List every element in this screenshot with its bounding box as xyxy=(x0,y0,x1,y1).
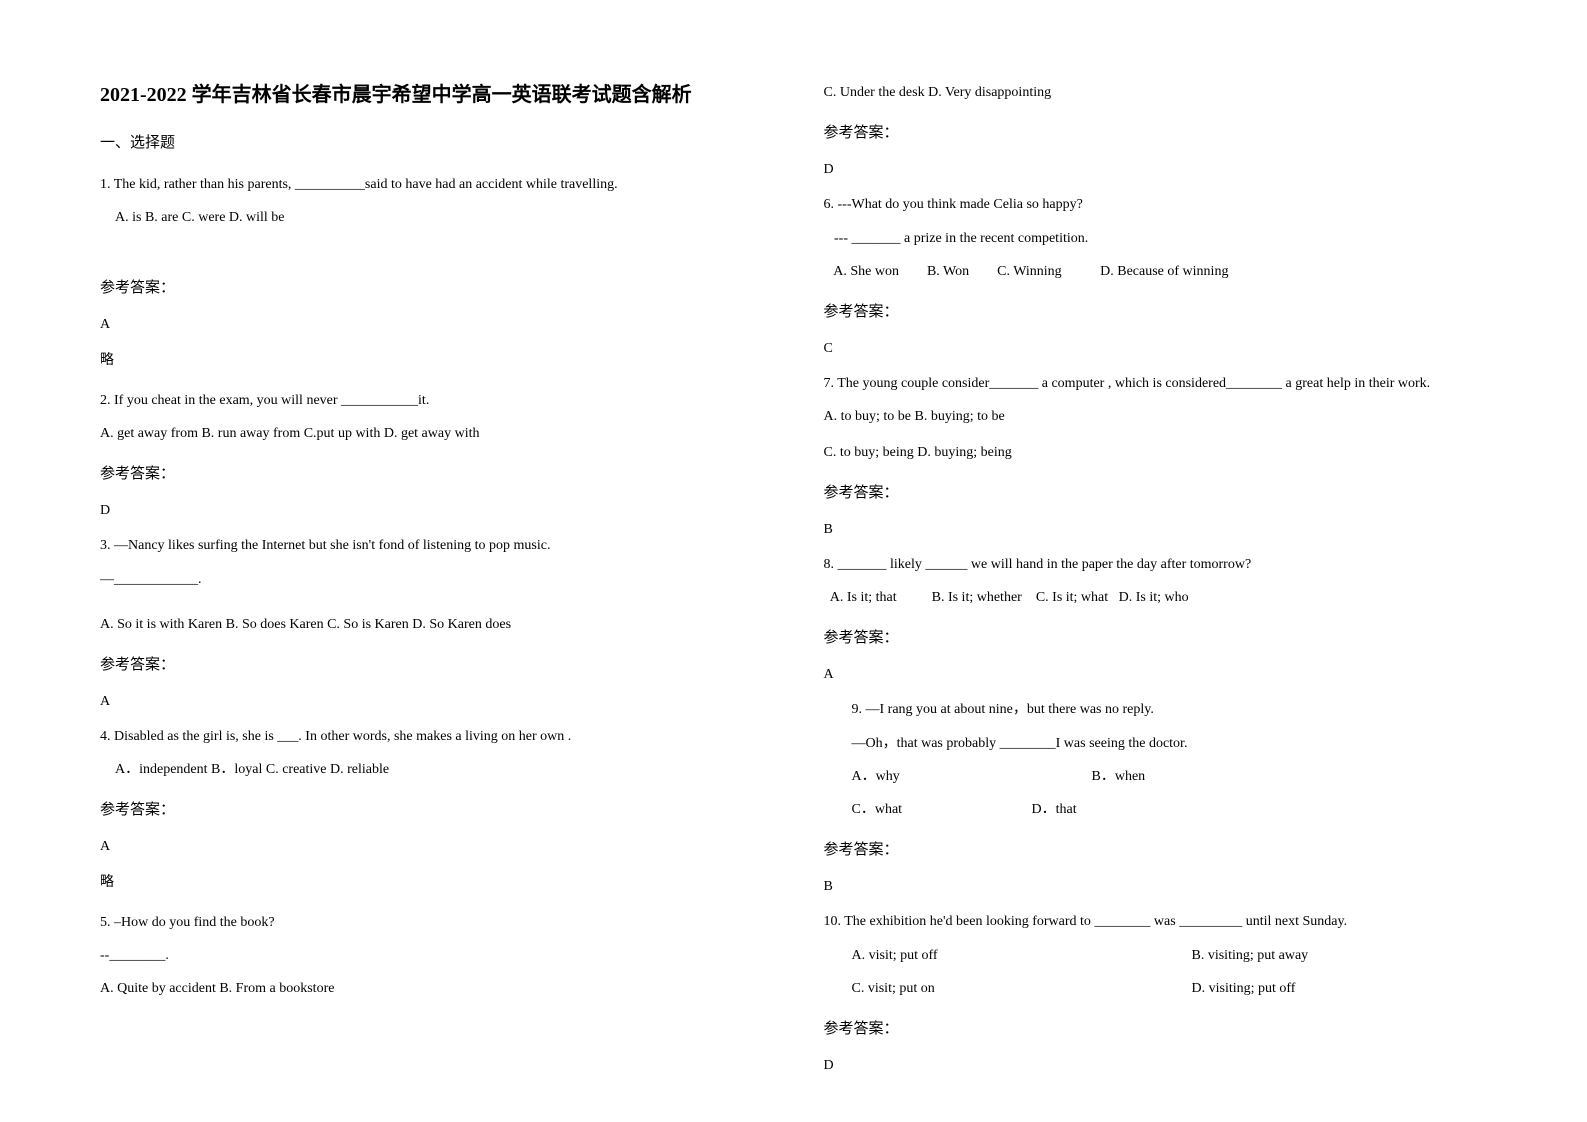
answer-label-8: 参考答案： xyxy=(824,625,1488,652)
question-6-options: A. She won B. Won C. Winning D. Because … xyxy=(824,259,1488,284)
question-10-row1: A. visit; put off B. visiting; put away xyxy=(852,943,1488,968)
answer-label-2: 参考答案： xyxy=(100,461,764,488)
answer-label-1: 参考答案： xyxy=(100,275,764,302)
answer-9: B xyxy=(824,874,1488,899)
question-1-text: 1. The kid, rather than his parents, ___… xyxy=(100,172,764,197)
question-9-opt-a: A．why xyxy=(852,764,1032,789)
answer-7: B xyxy=(824,517,1488,542)
question-9-row1: A．why B．when xyxy=(852,764,1488,789)
answer-3: A xyxy=(100,689,764,714)
answer-label-5: 参考答案： xyxy=(824,120,1488,147)
question-10-opt-b: B. visiting; put away xyxy=(1192,943,1309,968)
question-6-text: 6. ---What do you think made Celia so ha… xyxy=(824,192,1488,217)
question-6-sub: --- _______ a prize in the recent compet… xyxy=(824,226,1488,251)
question-10-opt-a: A. visit; put off xyxy=(852,943,1192,968)
answer-label-3: 参考答案： xyxy=(100,652,764,679)
question-4-options: A．independent B．loyal C. creative D. rel… xyxy=(115,757,764,782)
question-8-text: 8. _______ likely ______ we will hand in… xyxy=(824,552,1488,577)
answer-10: D xyxy=(824,1053,1488,1078)
question-9-opt-b: B．when xyxy=(1092,764,1146,789)
question-5-options: A. Quite by accident B. From a bookstore xyxy=(100,976,764,1001)
question-9-opt-d: D．that xyxy=(1032,797,1077,822)
right-column: C. Under the desk D. Very disappointing … xyxy=(824,80,1488,1088)
question-5-text: 5. –How do you find the book? xyxy=(100,910,764,935)
question-10-opt-c: C. visit; put on xyxy=(852,976,1192,1001)
answer-label-4: 参考答案： xyxy=(100,797,764,824)
answer-1: A xyxy=(100,312,764,337)
question-4-text: 4. Disabled as the girl is, she is ___. … xyxy=(100,724,764,749)
answer-label-9: 参考答案： xyxy=(824,837,1488,864)
question-9-sub: —Oh，that was probably ________I was seei… xyxy=(852,731,1488,756)
question-5-sub: --________. xyxy=(100,943,764,968)
question-3-options: A. So it is with Karen B. So does Karen … xyxy=(100,612,764,637)
answer-label-7: 参考答案： xyxy=(824,480,1488,507)
answer-6: C xyxy=(824,336,1488,361)
answer-label-10: 参考答案： xyxy=(824,1016,1488,1043)
question-3-text: 3. —Nancy likes surfing the Internet but… xyxy=(100,533,764,558)
question-9-row2: C．what D．that xyxy=(852,797,1488,822)
note-1: 略 xyxy=(100,348,764,373)
answer-4: A xyxy=(100,834,764,859)
question-7-opt-c: C. to buy; being D. buying; being xyxy=(824,440,1488,465)
answer-5: D xyxy=(824,157,1488,182)
question-7-text: 7. The young couple consider_______ a co… xyxy=(824,371,1488,396)
question-1-options: A. is B. are C. were D. will be xyxy=(115,205,764,230)
question-9-text: 9. —I rang you at about nine，but there w… xyxy=(852,697,1488,722)
left-column: 2021-2022 学年吉林省长春市晨宇希望中学高一英语联考试题含解析 一、选择… xyxy=(100,80,764,1088)
question-7-opt-a: A. to buy; to be B. buying; to be xyxy=(824,404,1488,429)
blank-line-3: —____________. xyxy=(100,567,764,592)
question-5-options-cont: C. Under the desk D. Very disappointing xyxy=(824,80,1488,105)
page-container: 2021-2022 学年吉林省长春市晨宇希望中学高一英语联考试题含解析 一、选择… xyxy=(100,80,1487,1088)
answer-2: D xyxy=(100,498,764,523)
question-10-opt-d: D. visiting; put off xyxy=(1192,976,1296,1001)
note-4: 略 xyxy=(100,870,764,895)
question-2-options: A. get away from B. run away from C.put … xyxy=(100,421,764,446)
question-10-row2: C. visit; put on D. visiting; put off xyxy=(852,976,1488,1001)
answer-8: A xyxy=(824,662,1488,687)
question-9-opt-c: C．what xyxy=(852,797,972,822)
section-heading: 一、选择题 xyxy=(100,130,764,157)
question-2-text: 2. If you cheat in the exam, you will ne… xyxy=(100,388,764,413)
document-title: 2021-2022 学年吉林省长春市晨宇希望中学高一英语联考试题含解析 xyxy=(100,80,764,110)
answer-label-6: 参考答案： xyxy=(824,299,1488,326)
question-10-text: 10. The exhibition he'd been looking for… xyxy=(824,909,1488,934)
question-8-options: A. Is it; that B. Is it; whether C. Is i… xyxy=(824,585,1488,610)
